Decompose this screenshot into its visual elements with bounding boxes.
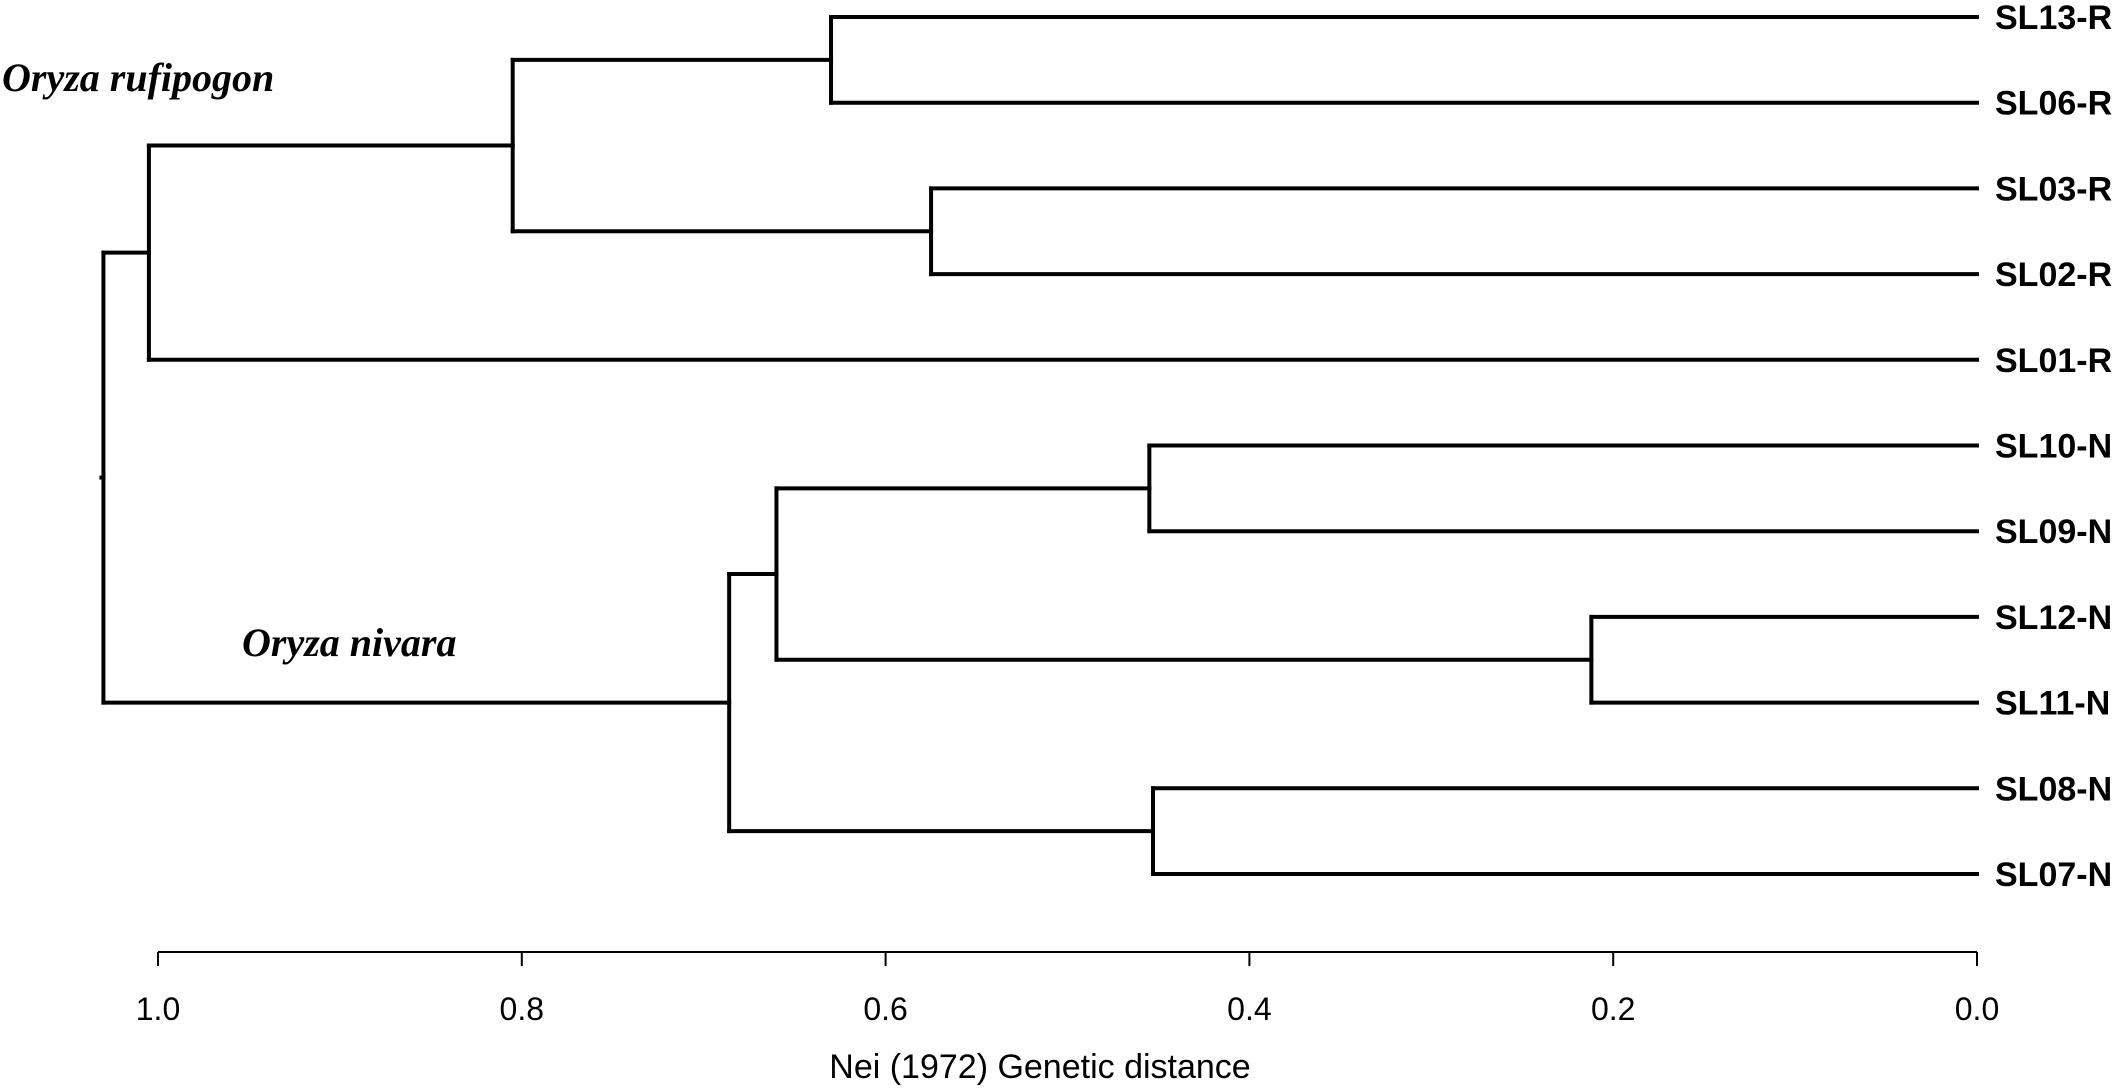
leaf-label-sl12-n: SL12-N <box>1995 599 2112 637</box>
x-tick-label-5: 0.0 <box>1955 991 1999 1027</box>
leaf-label-sl08-n: SL08-N <box>1995 770 2112 808</box>
x-tick-label-4: 0.2 <box>1591 991 1635 1027</box>
x-tick-label-2: 0.6 <box>863 991 907 1027</box>
leaf-label-sl09-n: SL09-N <box>1995 513 2112 551</box>
leaf-label-sl03-r: SL03-R <box>1995 170 2112 208</box>
leaf-label-sl07-n: SL07-N <box>1995 856 2112 894</box>
x-axis-ticks: 1.0 0.8 0.6 0.4 0.2 0.0 <box>136 952 1999 1027</box>
clade-label-rufipogon: Oryza rufipogon <box>2 55 274 100</box>
leaf-labels: SL13-R SL06-R SL03-R SL02-R SL01-R SL10-N SL09… <box>1995 0 2112 894</box>
clade-labels: Oryza rufipogon Oryza nivara <box>2 55 456 665</box>
leaf-label-sl10-n: SL10-N <box>1995 428 2112 466</box>
x-tick-label-1: 0.8 <box>500 991 544 1027</box>
x-axis-title: Nei (1972) Genetic distance <box>829 1048 1250 1086</box>
leaf-label-sl01-r: SL01-R <box>1995 342 2112 380</box>
x-tick-label-0: 1.0 <box>136 991 180 1027</box>
x-axis: 1.0 0.8 0.6 0.4 0.2 0.0 Nei (1972) Genetic di… <box>136 951 1999 1086</box>
x-tick-label-3: 0.4 <box>1227 991 1271 1027</box>
leaf-label-sl02-r: SL02-R <box>1995 256 2112 294</box>
clade-label-nivara: Oryza nivara <box>242 620 456 665</box>
leaf-label-sl06-r: SL06-R <box>1995 85 2112 123</box>
leaf-label-sl11-n: SL11-N <box>1995 685 2110 723</box>
dendrogram-branches <box>99 15 1979 876</box>
leaf-label-sl13-r: SL13-R <box>1995 0 2112 37</box>
